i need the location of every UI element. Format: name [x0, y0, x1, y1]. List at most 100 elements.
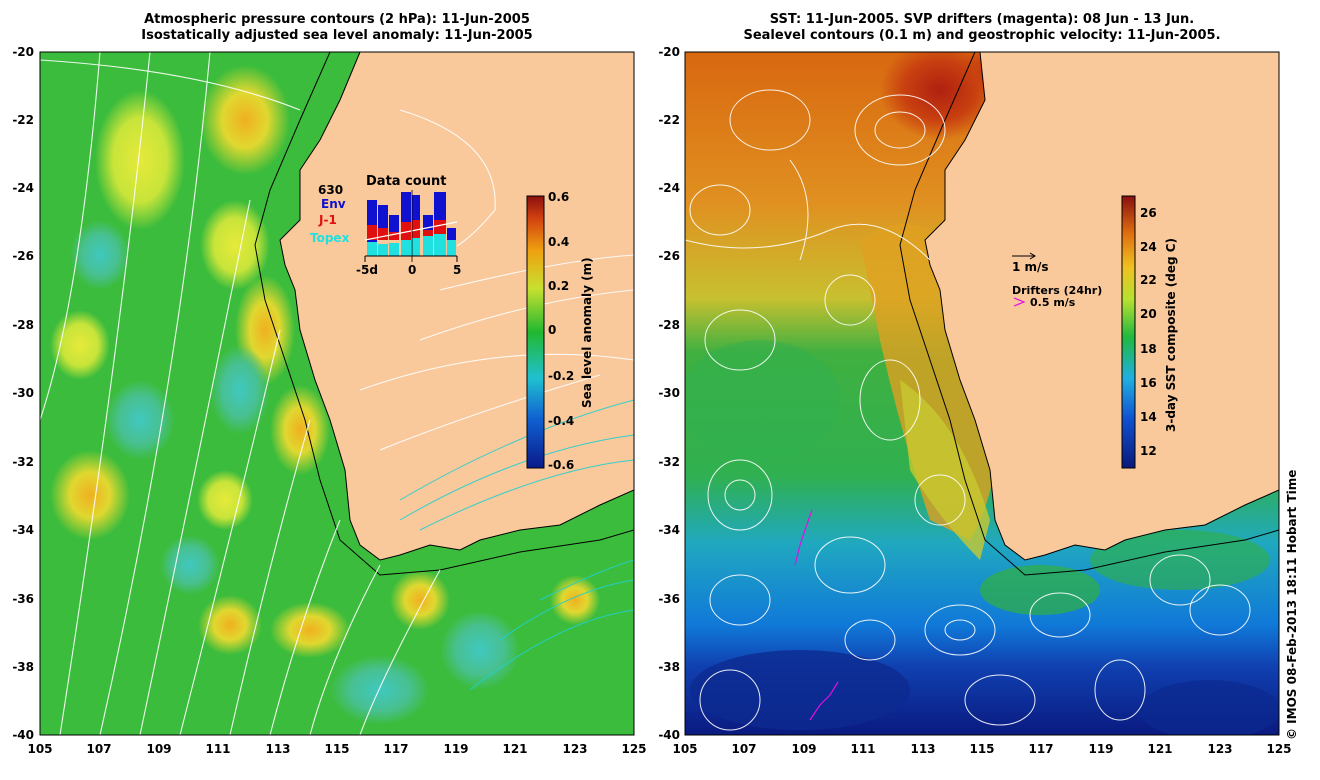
left-ytick-1: -22: [12, 113, 34, 127]
right-map-title: SST: 11-Jun-2005. SVP drifters (magenta)…: [685, 12, 1279, 44]
inset-legend-j1: J-1: [319, 213, 337, 227]
sst-tick-6: 14: [1140, 410, 1157, 424]
left-map-frame: [39, 51, 635, 736]
drifter-tracks: [794, 509, 839, 721]
right-xtick-5: 115: [969, 742, 995, 756]
right-ytick-6: -32: [658, 455, 680, 469]
sla-tick-1: 0.4: [548, 235, 570, 249]
left-xtick-7: 119: [443, 742, 469, 756]
sst-tick-5: 16: [1140, 376, 1157, 390]
left-xtick-3: 111: [205, 742, 231, 756]
left-ytick-3: -26: [12, 249, 34, 263]
sst-tick-4: 18: [1140, 342, 1157, 356]
left-ytick-8: -36: [12, 592, 34, 606]
sst-tick-2: 22: [1140, 273, 1157, 287]
pressure-contours: [40, 52, 634, 735]
sla-tick-6: -0.6: [548, 458, 575, 472]
left-ytick-4: -28: [12, 318, 34, 332]
left-ytick-2: -24: [12, 181, 34, 195]
sla-tick-5: -0.4: [548, 414, 575, 428]
inset-xtick-2: 5: [453, 263, 462, 277]
left-xtick-8: 121: [502, 742, 528, 756]
left-ytick-6: -32: [12, 455, 34, 469]
left-map: [40, 52, 634, 735]
left-ytick-9: -38: [12, 660, 34, 674]
right-xtick-3: 111: [850, 742, 876, 756]
inset-count: 630: [318, 183, 344, 197]
right-title-line2: Sealevel contours (0.1 m) and geostrophi…: [743, 28, 1221, 43]
sst-tick-1: 24: [1140, 240, 1157, 254]
right-xtick-6: 117: [1028, 742, 1054, 756]
velocity-scale-label: 1 m/s: [1012, 260, 1049, 274]
right-ytick-0: -20: [658, 45, 680, 59]
sst-colorbar: [1121, 195, 1136, 469]
right-ytick-5: -30: [658, 386, 680, 400]
sst-tick-3: 20: [1140, 307, 1157, 321]
imos-credit: © IMOS 08-Feb-2013 18:11 Hobart Time: [1285, 469, 1299, 740]
sst-tick-0: 26: [1140, 206, 1157, 220]
sst-tick-7: 12: [1140, 444, 1157, 458]
left-ytick-0: -20: [12, 45, 34, 59]
pressure-contours-cyan: [399, 399, 634, 691]
left-coastline: [279, 52, 634, 561]
left-xtick-2: 109: [146, 742, 172, 756]
left-australia-land: [280, 52, 634, 560]
inset-title: Data count: [366, 174, 447, 189]
drifter-scale-label: 0.5 m/s: [1030, 296, 1076, 309]
left-xtick-4: 113: [265, 742, 291, 756]
left-ytick-10: -40: [12, 728, 34, 742]
right-xtick-1: 107: [731, 742, 757, 756]
right-xtick-0: 105: [672, 742, 698, 756]
left-ytick-7: -34: [12, 523, 34, 537]
right-shelf-contour: [899, 52, 1279, 576]
sst-colorbar-label: 3-day SST composite (deg C): [1164, 237, 1178, 432]
inset-bars: [367, 192, 456, 256]
right-xtick-10: 125: [1266, 742, 1292, 756]
data-count-inset: [364, 190, 458, 262]
right-xtick-9: 123: [1207, 742, 1233, 756]
sla-tick-2: 0.2: [548, 279, 570, 293]
right-australia-land: [924, 52, 1279, 561]
right-ytick-7: -34: [658, 523, 680, 537]
sla-tick-3: 0: [548, 323, 557, 337]
sla-tick-0: 0.6: [548, 190, 570, 204]
right-map-frame: [684, 51, 1280, 736]
sla-colorbar-label: Sea level anomaly (m): [580, 257, 594, 408]
velocity-scale-arrow: [1012, 252, 1036, 260]
right-ytick-10: -40: [658, 728, 680, 742]
sla-anomaly-blobs: [50, 65, 600, 725]
right-title-line1: SST: 11-Jun-2005. SVP drifters (magenta)…: [769, 12, 1195, 27]
right-xtick-2: 109: [791, 742, 817, 756]
left-title-line2: Isostatically adjusted sea level anomaly…: [141, 28, 533, 43]
left-title-line1: Atmospheric pressure contours (2 hPa): 1…: [144, 12, 530, 27]
left-shelf-contour: [254, 52, 634, 576]
right-xtick-8: 121: [1147, 742, 1173, 756]
right-ytick-8: -36: [658, 592, 680, 606]
inset-xtick-1: 0: [408, 263, 417, 277]
sla-colorbar: [526, 195, 545, 469]
left-xtick-10: 125: [621, 742, 647, 756]
sla-tick-4: -0.2: [548, 369, 575, 383]
right-ytick-3: -26: [658, 249, 680, 263]
left-map-title: Atmospheric pressure contours (2 hPa): 1…: [40, 12, 634, 44]
right-ytick-1: -22: [658, 113, 680, 127]
left-ytick-5: -30: [12, 386, 34, 400]
left-xtick-9: 123: [562, 742, 588, 756]
inset-legend-topex: Topex: [310, 231, 350, 245]
right-ytick-4: -28: [658, 318, 680, 332]
drifter-label: Drifters (24hr): [1012, 284, 1103, 297]
inset-legend-env: Env: [321, 197, 346, 211]
right-map: [685, 52, 1279, 735]
right-ytick-2: -24: [658, 181, 680, 195]
inset-xtick-0: -5d: [356, 263, 378, 277]
left-xtick-0: 105: [27, 742, 53, 756]
drifter-scale-marker: [1013, 297, 1026, 307]
right-xtick-7: 119: [1088, 742, 1114, 756]
right-xtick-4: 113: [910, 742, 936, 756]
left-xtick-5: 115: [324, 742, 350, 756]
right-ytick-9: -38: [658, 660, 680, 674]
left-xtick-6: 117: [383, 742, 409, 756]
sealevel-contours: [685, 89, 1251, 731]
left-xtick-1: 107: [86, 742, 112, 756]
